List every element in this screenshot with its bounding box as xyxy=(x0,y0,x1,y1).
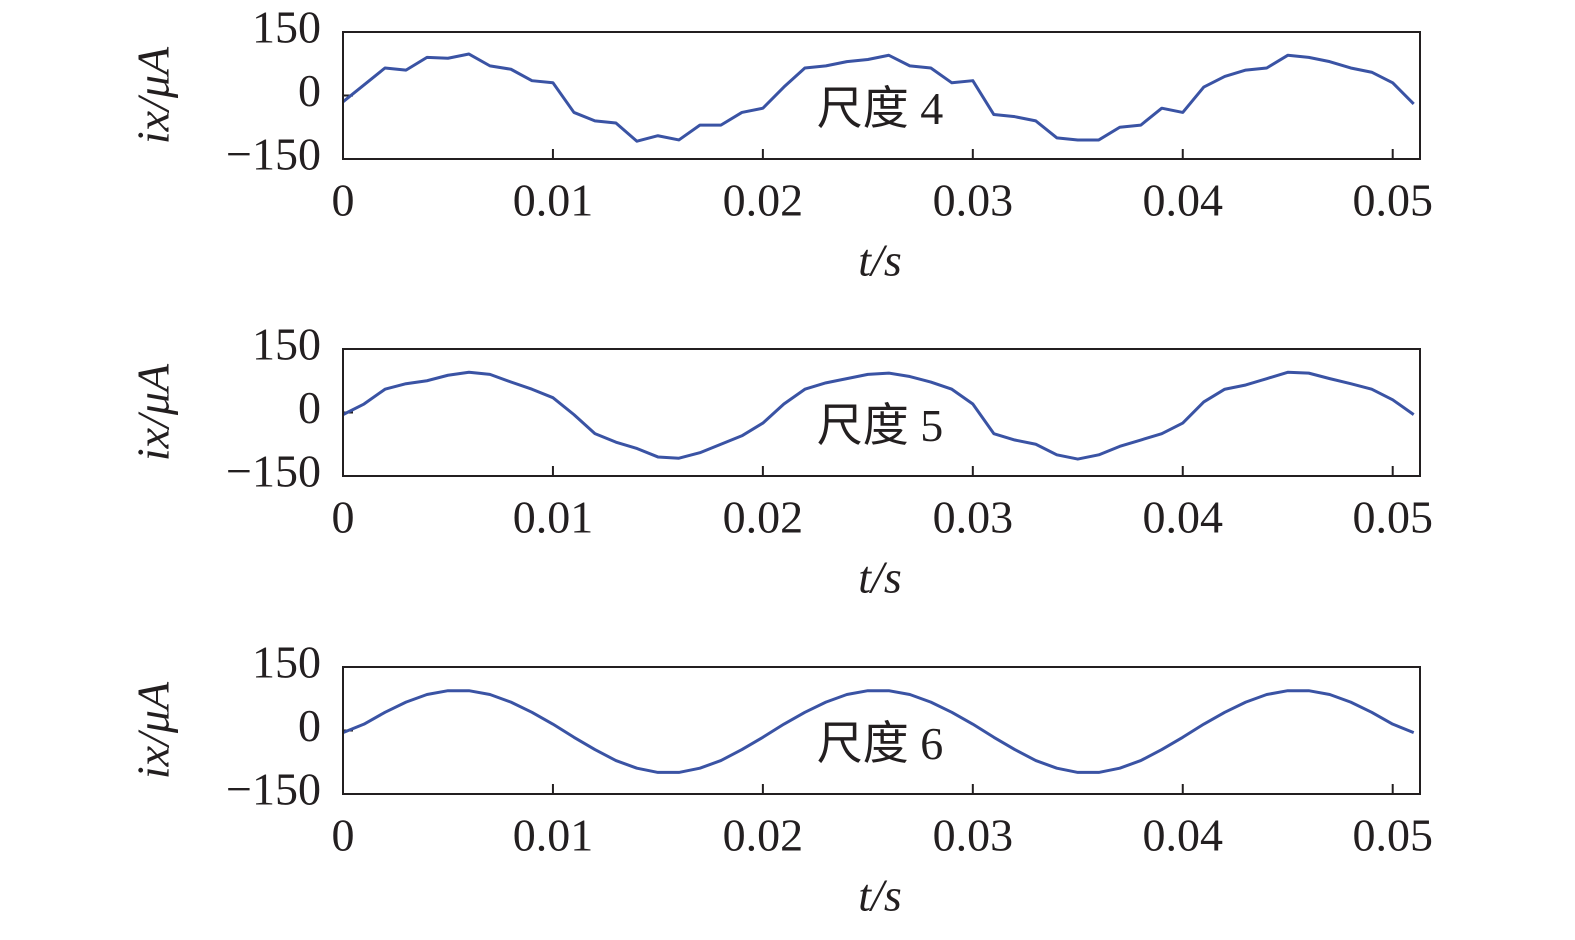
x-axis-label: t/s xyxy=(858,235,901,286)
x-tick-label: 0 xyxy=(332,492,355,543)
x-tick-label: 0.05 xyxy=(1352,810,1433,861)
annotation: 尺度 6 xyxy=(817,718,944,769)
plot-frame xyxy=(342,348,1421,477)
x-axis-label: t/s xyxy=(858,552,901,603)
y-tick-label: 0 xyxy=(298,700,321,751)
x-tick-label: 0.02 xyxy=(723,810,804,861)
y-tick-label: 150 xyxy=(252,637,321,688)
x-tick-label: 0.04 xyxy=(1143,175,1224,226)
annotation: 尺度 4 xyxy=(817,83,944,134)
data-line xyxy=(342,689,1415,774)
plot-frame xyxy=(342,31,1421,160)
y-axis-label: ix/μA xyxy=(128,363,179,461)
x-tick-label: 0.02 xyxy=(723,492,804,543)
x-tick-label: 0 xyxy=(332,810,355,861)
x-tick-label: 0.03 xyxy=(933,175,1014,226)
x-tick-label: 0.03 xyxy=(933,492,1014,543)
data-line xyxy=(342,52,1415,143)
annotation: 尺度 5 xyxy=(817,400,944,451)
x-tick-label: 0.04 xyxy=(1143,492,1224,543)
x-axis-label: t/s xyxy=(858,870,901,921)
x-tick-label: 0.02 xyxy=(723,175,804,226)
x-tick-label: 0.03 xyxy=(933,810,1014,861)
y-tick-label: −150 xyxy=(226,129,321,180)
x-tick-label: 0.01 xyxy=(513,492,594,543)
plot-frame xyxy=(342,666,1421,795)
y-tick-label: −150 xyxy=(226,446,321,497)
y-tick-label: 0 xyxy=(298,65,321,116)
y-tick-label: 150 xyxy=(252,2,321,53)
y-tick-label: 0 xyxy=(298,382,321,433)
x-tick-label: 0.01 xyxy=(513,175,594,226)
y-axis-label: ix/μA xyxy=(128,681,179,779)
y-tick-label: −150 xyxy=(226,764,321,815)
x-tick-label: 0.05 xyxy=(1352,492,1433,543)
x-tick-label: 0.04 xyxy=(1143,810,1224,861)
y-axis-label: ix/μA xyxy=(128,46,179,144)
x-tick-label: 0.01 xyxy=(513,810,594,861)
data-line xyxy=(342,370,1415,461)
x-tick-label: 0.05 xyxy=(1352,175,1433,226)
y-tick-label: 150 xyxy=(252,319,321,370)
x-tick-label: 0 xyxy=(332,175,355,226)
